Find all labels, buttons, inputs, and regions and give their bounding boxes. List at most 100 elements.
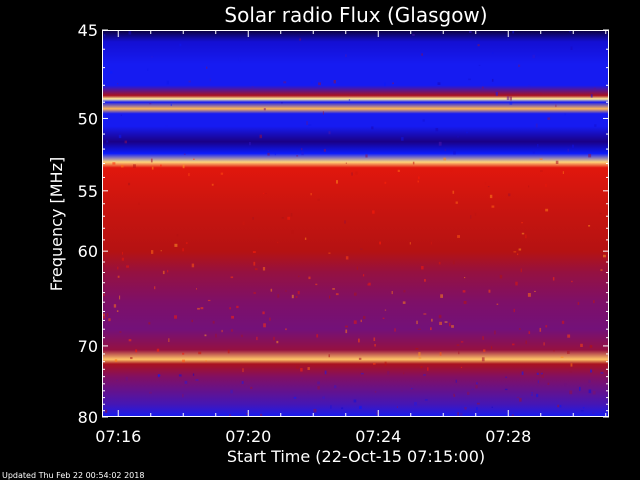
streak-mark: [336, 180, 338, 184]
streak-mark: [125, 376, 128, 381]
streak-mark: [209, 78, 211, 82]
streak-mark: [195, 379, 199, 381]
chart-title: Solar radio Flux (Glasgow): [224, 3, 487, 27]
streak-mark: [512, 343, 515, 346]
streak-mark: [231, 329, 233, 332]
streak-mark: [435, 128, 439, 132]
streak-mark: [108, 318, 111, 322]
streak-mark: [599, 212, 602, 215]
streak-mark: [328, 354, 330, 358]
streak-mark: [236, 305, 239, 309]
streak-mark: [116, 310, 119, 312]
y-axis-label: Frequency [MHz]: [47, 157, 66, 291]
streak-mark: [376, 411, 379, 416]
streak-mark: [373, 363, 376, 365]
streak-mark: [540, 170, 543, 172]
streak-mark: [355, 171, 358, 175]
streak-mark: [492, 52, 494, 54]
streak-mark: [440, 294, 443, 298]
streak-mark: [457, 412, 459, 416]
streak-mark: [162, 270, 165, 275]
streak-mark: [121, 257, 124, 261]
streak-mark: [439, 321, 442, 325]
streak-mark: [301, 151, 304, 156]
streak-mark: [138, 202, 140, 205]
streak-mark: [588, 395, 591, 399]
streak-mark: [416, 320, 418, 325]
streak-mark: [335, 293, 339, 296]
streak-mark: [453, 395, 456, 397]
streak-mark: [562, 171, 564, 174]
streak-mark: [128, 339, 132, 342]
streak-mark: [373, 337, 376, 341]
streak-mark: [525, 340, 527, 345]
streak-mark: [160, 164, 162, 167]
streak-mark: [570, 363, 573, 367]
streak-mark: [466, 131, 468, 134]
streak-mark: [415, 348, 419, 350]
streak-mark: [455, 201, 458, 204]
streak-mark: [211, 183, 214, 186]
streak-mark: [160, 250, 162, 252]
streak-mark: [231, 315, 234, 319]
streak-mark: [197, 307, 200, 310]
streak-mark: [205, 360, 207, 362]
streak-mark: [467, 391, 470, 395]
streak-mark: [308, 276, 311, 280]
streak-mark: [356, 266, 358, 270]
streak-mark: [284, 290, 287, 292]
streak-mark: [262, 311, 265, 315]
streak-mark: [592, 412, 595, 414]
streak-mark: [317, 198, 320, 201]
streak-mark: [301, 148, 303, 151]
streak-mark: [297, 291, 300, 295]
streak-mark: [291, 117, 293, 121]
streak-mark: [308, 124, 312, 126]
streak-mark: [358, 357, 362, 360]
streak-mark: [437, 82, 441, 85]
streak-mark: [593, 87, 596, 89]
streak-mark: [348, 99, 351, 101]
streak-mark: [402, 301, 406, 304]
streak-mark: [104, 34, 106, 37]
x-tick-label: 07:28: [485, 427, 531, 446]
x-tick-label: 07:24: [355, 427, 401, 446]
streak-mark: [567, 350, 570, 354]
streak-mark: [422, 119, 425, 122]
streak-mark: [528, 331, 531, 334]
streak-mark: [420, 366, 423, 369]
x-tick-label: 07:20: [225, 427, 271, 446]
streak-mark: [521, 371, 524, 375]
streak-mark: [106, 140, 109, 143]
streak-mark: [252, 217, 254, 220]
streak-mark: [588, 153, 592, 158]
streak-mark: [460, 366, 463, 368]
streak-mark: [530, 392, 533, 395]
streak-mark: [204, 334, 207, 337]
streak-mark: [345, 54, 347, 58]
streak-mark: [603, 254, 606, 258]
streak-mark: [334, 385, 337, 389]
streak-mark: [313, 408, 317, 413]
streak-mark: [258, 236, 260, 238]
streak-mark: [212, 320, 215, 324]
streak-mark: [214, 184, 217, 186]
streak-mark: [440, 412, 442, 415]
streak-mark: [520, 268, 522, 273]
streak-mark: [300, 368, 303, 372]
streak-mark: [403, 290, 406, 293]
streak-mark: [147, 68, 149, 71]
streak-mark: [264, 193, 267, 194]
streak-mark: [453, 393, 455, 396]
streak-mark: [362, 274, 365, 277]
streak-mark: [509, 101, 513, 105]
streak-mark: [121, 165, 124, 168]
streak-mark: [102, 313, 105, 317]
streak-mark: [521, 222, 523, 224]
streak-mark: [184, 380, 188, 384]
streak-mark: [481, 86, 484, 89]
streak-mark: [345, 162, 347, 164]
streak-mark: [120, 114, 122, 116]
streak-mark: [117, 266, 119, 270]
